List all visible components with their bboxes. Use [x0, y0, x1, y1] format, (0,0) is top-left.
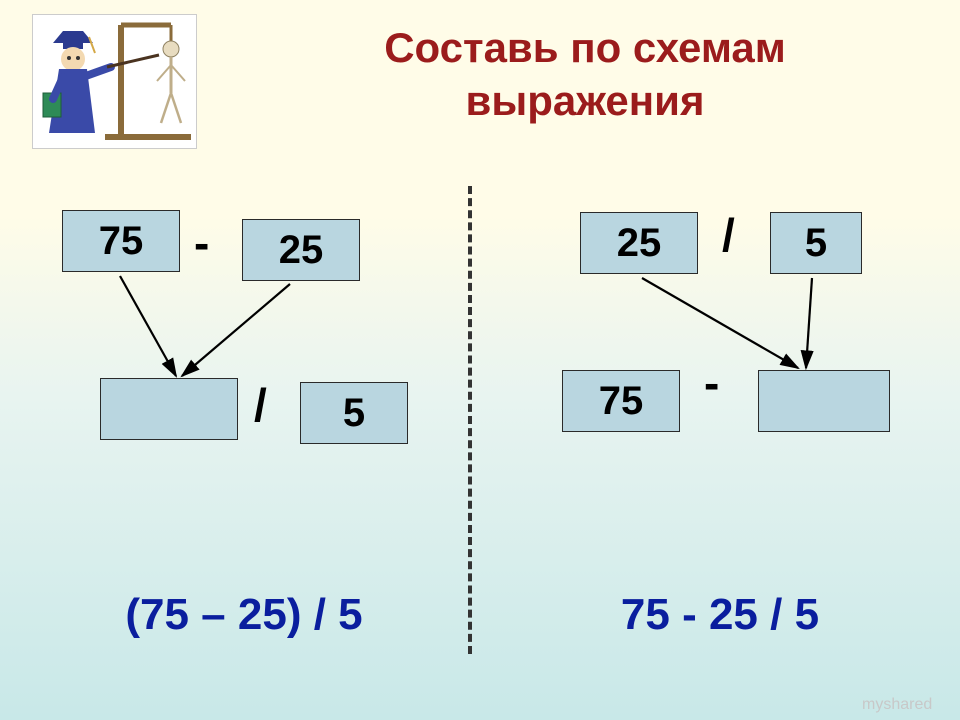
left-op-minus: -: [194, 216, 209, 270]
left-box-result: [100, 378, 238, 440]
arrow-left-2: [182, 284, 290, 376]
right-box-c: 75: [562, 370, 680, 432]
left-op-divide: /: [254, 378, 267, 432]
arrow-left-1: [120, 276, 176, 376]
left-box-b: 25: [242, 219, 360, 281]
vertical-divider: [468, 186, 472, 654]
title-line2: выражения: [466, 77, 705, 124]
right-box-a: 25: [580, 212, 698, 274]
title-line1: Составь по схемам: [384, 24, 786, 71]
left-box-c: 5: [300, 382, 408, 444]
right-op-minus: -: [704, 356, 719, 410]
page-title: Составь по схемам выражения: [260, 22, 910, 127]
left-box-a: 75: [62, 210, 180, 272]
watermark: myshared: [862, 696, 932, 714]
right-box-result: [758, 370, 890, 432]
teacher-illustration: [32, 14, 197, 149]
arrow-right-1: [642, 278, 798, 368]
right-op-divide: /: [722, 208, 735, 262]
answer-left: (75 – 25) / 5: [64, 590, 424, 640]
answer-right: 75 - 25 / 5: [540, 590, 900, 640]
arrow-right-2: [806, 278, 812, 368]
right-box-b: 5: [770, 212, 862, 274]
